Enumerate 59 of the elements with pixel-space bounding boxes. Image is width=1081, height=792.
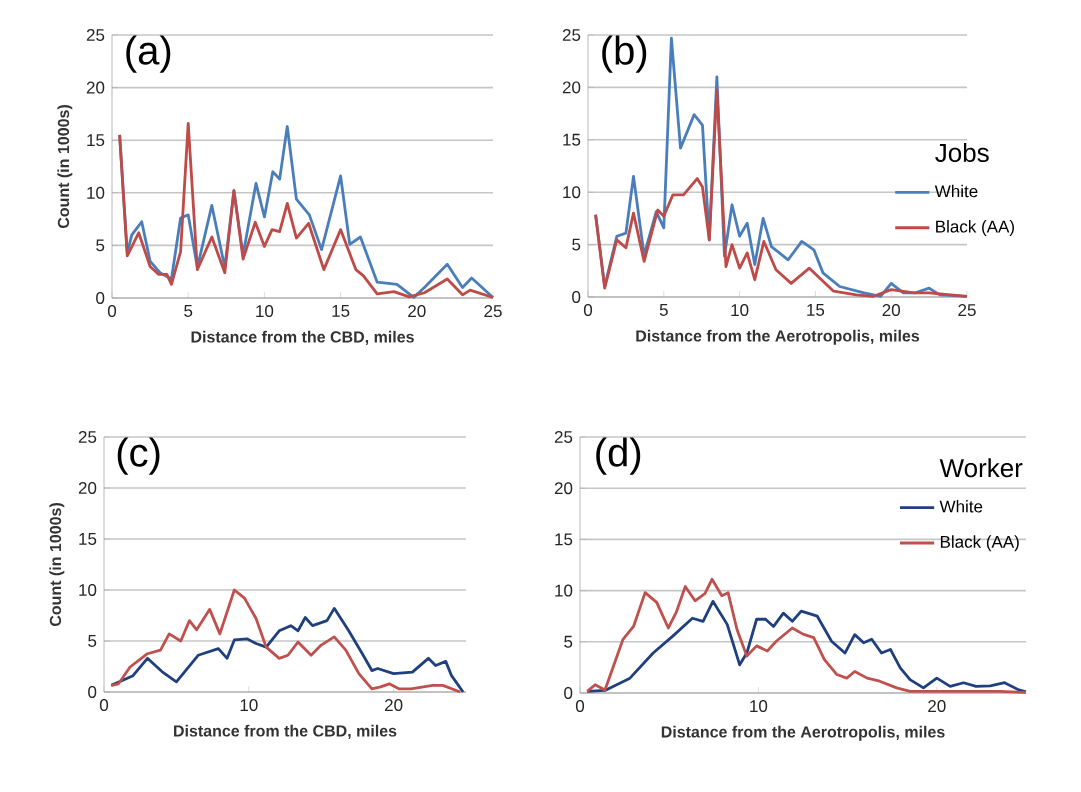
y-tick-label: 20 <box>554 482 573 495</box>
line-series <box>585 599 1028 694</box>
chart-title: (a) <box>126 35 171 73</box>
y-tick-label: 10 <box>563 186 581 199</box>
x-tick-label: 10 <box>750 700 768 713</box>
chart-title: (d) <box>596 437 641 475</box>
y-tick-label: 0 <box>564 686 573 699</box>
y-tick-label: 20 <box>562 81 581 94</box>
y-tick-label: 0 <box>572 290 581 303</box>
x-tick-label: 10 <box>240 699 258 712</box>
y-tick-label: 25 <box>562 28 581 41</box>
x-tick-label: 20 <box>882 304 900 317</box>
line-series <box>109 588 462 694</box>
y-tick-label: 15 <box>87 134 105 147</box>
chart-title: (b) <box>602 35 647 73</box>
y-tick-label: 25 <box>86 28 105 41</box>
y-tick-label: 5 <box>564 635 573 648</box>
y-axis-title: Count (in 1000s) <box>49 503 65 627</box>
x-tick-label: 5 <box>659 304 668 316</box>
x-tick-label: 20 <box>928 700 946 713</box>
y-tick-label: 0 <box>88 685 97 698</box>
y-axis-title: Count (in 1000s) <box>57 105 73 229</box>
y-tick-label: 20 <box>78 481 97 494</box>
y-tick-label: 25 <box>78 430 97 443</box>
x-tick-label: 0 <box>107 305 117 318</box>
x-tick-label: 15 <box>807 304 825 316</box>
y-tick-label: 15 <box>79 533 97 545</box>
x-axis-title: Distance from the CBD, miles <box>191 330 414 345</box>
y-tick-label: 20 <box>86 81 105 94</box>
y-tick-label: 15 <box>563 133 581 146</box>
y-tick-label: 10 <box>79 583 97 596</box>
x-tick-label: 5 <box>184 305 193 317</box>
legend-label: Black (AA) <box>940 535 1019 552</box>
legend-label: White <box>934 184 978 198</box>
y-tick-label: 5 <box>88 635 97 647</box>
y-tick-label: 5 <box>96 239 105 252</box>
x-tick-label: 25 <box>484 305 502 318</box>
x-tick-label: 0 <box>583 304 593 317</box>
x-tick-label: 15 <box>332 305 350 317</box>
x-tick-label: 20 <box>385 699 403 712</box>
chart-title: (c) <box>117 437 160 475</box>
x-tick-label: 20 <box>408 305 426 318</box>
y-tick-label: 15 <box>555 533 573 546</box>
x-axis-title: Distance from the Aerotropolis, miles <box>636 329 920 345</box>
y-tick-label: 5 <box>572 238 581 251</box>
x-tick-label: 10 <box>256 305 274 318</box>
legend-title: Worker <box>939 458 1023 478</box>
line-series <box>109 606 465 694</box>
legend-label: Black (AA) <box>936 220 1014 236</box>
y-tick-label: 10 <box>87 186 105 199</box>
legend-title: Jobs <box>935 142 989 163</box>
x-tick-label: 25 <box>958 304 976 317</box>
y-tick-label: 0 <box>96 291 105 304</box>
legend-label: White <box>939 500 983 513</box>
x-axis-title: Distance from the Aerotropolis, miles <box>661 725 945 741</box>
y-tick-label: 10 <box>555 584 573 597</box>
y-tick-label: 25 <box>554 430 573 443</box>
x-axis-title: Distance from the CBD, miles <box>174 724 397 739</box>
x-tick-label: 10 <box>731 304 749 317</box>
